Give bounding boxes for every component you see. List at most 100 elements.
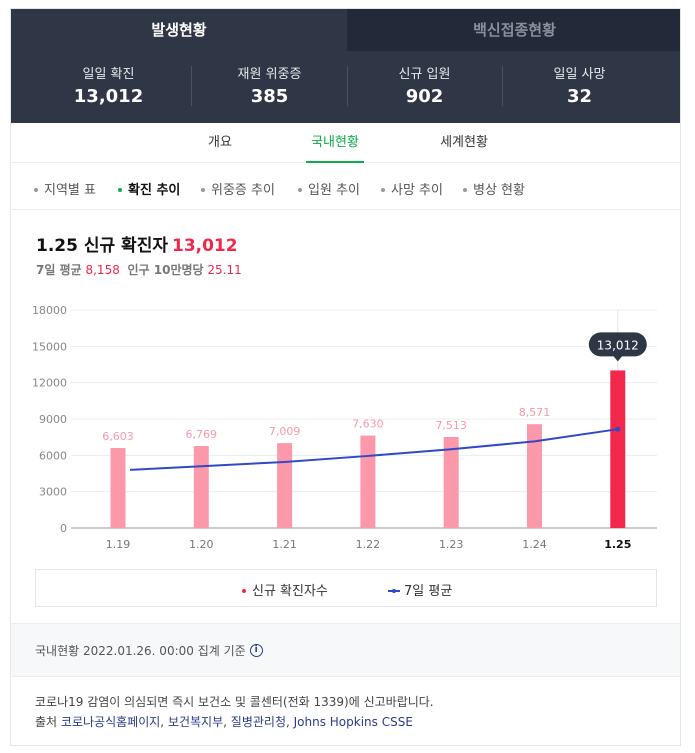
confirmed-cases-chart: 18000 15000 12000 9000 6000 3000 0 1.19 6,603 1.2… bbox=[32, 304, 657, 551]
basis-text: 국내현황 2022.01.26. 00:00 집계 기준 i bbox=[35, 642, 263, 659]
filter-regional-table[interactable]: 지역별 표 bbox=[34, 179, 96, 198]
data-label: 8,571 bbox=[519, 406, 551, 419]
filter-admission-trend[interactable]: 입원 추이 bbox=[298, 179, 360, 198]
y-tick-label: 0 bbox=[60, 522, 67, 535]
stat-daily-deaths: 일일 사망 32 bbox=[502, 63, 657, 107]
tab-world[interactable]: 세계현황 bbox=[440, 135, 488, 150]
value-tooltip bbox=[588, 332, 647, 357]
stat-value: 902 bbox=[405, 86, 444, 107]
bullet-icon bbox=[381, 187, 385, 192]
stat-label: 일일 확진 bbox=[82, 67, 135, 82]
stat-value: 385 bbox=[250, 86, 289, 107]
bar bbox=[527, 424, 542, 528]
legend-item-bars: 신규 확진자수 bbox=[242, 580, 328, 599]
bar bbox=[277, 443, 293, 528]
filter-death-trend[interactable]: 사망 추이 bbox=[381, 179, 443, 198]
filter-label: 병상 현황 bbox=[473, 183, 525, 198]
tab-overview[interactable]: 개요 bbox=[208, 135, 232, 150]
report-notice: 코로나19 감염이 의심되면 즉시 보건소 및 콜센터(전화 1339)에 신고… bbox=[35, 695, 434, 709]
per-capita-label: 인구 10만명당 bbox=[127, 263, 204, 277]
chart-title: 1.25 신규 확진자 13,012 bbox=[36, 231, 238, 256]
source-link-jhu[interactable]: Johns Hopkins CSSE bbox=[293, 715, 413, 729]
x-tick-label: 1.23 bbox=[439, 538, 464, 551]
divider bbox=[191, 66, 192, 106]
chart-legend: 신규 확진자수 7일 평균 bbox=[35, 569, 657, 607]
bullet-icon bbox=[34, 187, 38, 192]
bullet-icon bbox=[118, 187, 122, 192]
stat-value: 32 bbox=[566, 86, 593, 107]
chart-filter-bar: 지역별 표 확진 추이 위중증 추이 입원 추이 사망 추이 병상 현황 bbox=[11, 164, 680, 210]
avg-value: 8,158 bbox=[85, 263, 120, 277]
status-header: 발생현황 백신접종현황 일일 확진 13,012 재원 위중증 385 신규 입… bbox=[11, 9, 680, 123]
stat-daily-confirmed: 일일 확진 13,012 bbox=[31, 63, 186, 107]
line-marker-icon bbox=[388, 588, 400, 593]
data-label: 6,769 bbox=[186, 428, 218, 441]
y-tick-label: 12000 bbox=[32, 377, 67, 390]
tab-outbreak-status[interactable]: 발생현황 bbox=[11, 9, 347, 51]
stat-new-admissions: 신규 입원 902 bbox=[347, 63, 502, 107]
tooltip-label: 13,012 bbox=[597, 338, 639, 352]
bar bbox=[360, 435, 376, 528]
y-tick-label: 6000 bbox=[39, 449, 67, 462]
stat-critical: 재원 위중증 385 bbox=[192, 63, 347, 107]
data-label: 7,513 bbox=[435, 419, 467, 432]
tooltip-pointer bbox=[612, 355, 623, 362]
red-dot-icon bbox=[242, 588, 246, 593]
filter-label: 위중증 추이 bbox=[211, 183, 275, 198]
stat-label: 신규 입원 bbox=[398, 67, 451, 82]
source-link-mohw[interactable]: 보건복지부 bbox=[167, 715, 224, 729]
divider bbox=[347, 66, 348, 106]
info-icon[interactable]: i bbox=[249, 644, 263, 657]
chart-title-value: 13,012 bbox=[171, 236, 238, 256]
chart-subtitle: 7일 평균 8,158 인구 10만명당 25.11 bbox=[36, 261, 242, 278]
data-label: 7,009 bbox=[269, 425, 301, 438]
data-label: 6,603 bbox=[102, 430, 134, 443]
divider bbox=[502, 66, 503, 106]
y-tick-label: 18000 bbox=[32, 304, 67, 317]
bar bbox=[610, 370, 626, 528]
sub-tabs: 개요 국내현황 세계현황 bbox=[11, 123, 680, 163]
filter-bed-status[interactable]: 병상 현황 bbox=[463, 179, 525, 198]
filter-confirmed-trend[interactable]: 확진 추이 bbox=[118, 179, 180, 198]
x-tick-label: 1.25 bbox=[604, 538, 631, 551]
data-label: 7,630 bbox=[352, 418, 384, 431]
filter-label: 확진 추이 bbox=[128, 183, 181, 198]
source-link-kdca-home[interactable]: 코로나공식홈페이지 bbox=[60, 715, 161, 729]
covid-status-panel: 발생현황 백신접종현황 일일 확진 13,012 재원 위중증 385 신규 입… bbox=[10, 8, 681, 746]
filter-critical-trend[interactable]: 위중증 추이 bbox=[201, 179, 275, 198]
filter-label: 사망 추이 bbox=[391, 183, 443, 198]
bullet-icon bbox=[298, 187, 302, 192]
stat-value: 13,012 bbox=[73, 86, 144, 107]
x-tick-label: 1.22 bbox=[356, 538, 381, 551]
source-prefix: 출처 bbox=[35, 715, 58, 729]
basis-label: 국내현황 2022.01.26. 00:00 집계 기준 bbox=[35, 644, 246, 658]
bar bbox=[193, 446, 209, 528]
x-tick-label: 1.20 bbox=[189, 538, 214, 551]
bar bbox=[443, 437, 459, 528]
tab-vaccination-status[interactable]: 백신접종현황 bbox=[347, 9, 680, 51]
y-tick-label: 3000 bbox=[39, 486, 67, 499]
bullet-icon bbox=[201, 187, 205, 192]
bar bbox=[110, 448, 126, 528]
y-tick-label: 15000 bbox=[32, 340, 67, 353]
filter-label: 입원 추이 bbox=[308, 183, 360, 198]
y-tick-label: 9000 bbox=[39, 413, 67, 426]
stat-label: 일일 사망 bbox=[553, 67, 606, 82]
source-line: 출처 코로나공식홈페이지, 보건복지부, 질병관리청, Johns Hopkin… bbox=[35, 715, 413, 729]
per-capita-value: 25.11 bbox=[207, 263, 242, 277]
x-tick-label: 1.19 bbox=[106, 538, 131, 551]
x-tick-label: 1.21 bbox=[272, 538, 297, 551]
chart-title-text: 1.25 신규 확진자 bbox=[36, 236, 168, 256]
bullet-icon bbox=[463, 187, 467, 192]
x-tick-label: 1.24 bbox=[522, 538, 547, 551]
filter-label: 지역별 표 bbox=[44, 183, 96, 198]
source-link-kdca[interactable]: 질병관리청 bbox=[230, 715, 286, 729]
legend-item-line: 7일 평균 bbox=[388, 580, 452, 599]
summary-stats: 일일 확진 13,012 재원 위중증 385 신규 입원 902 일일 사망 … bbox=[11, 51, 680, 123]
average-point bbox=[615, 426, 621, 432]
stat-label: 재원 위중증 bbox=[237, 67, 302, 82]
average-line bbox=[129, 428, 618, 471]
data-basis-bar: 국내현황 2022.01.26. 00:00 집계 기준 i bbox=[11, 623, 680, 677]
avg-label: 7일 평균 bbox=[36, 263, 82, 277]
tab-domestic[interactable]: 국내현황 bbox=[306, 123, 364, 163]
